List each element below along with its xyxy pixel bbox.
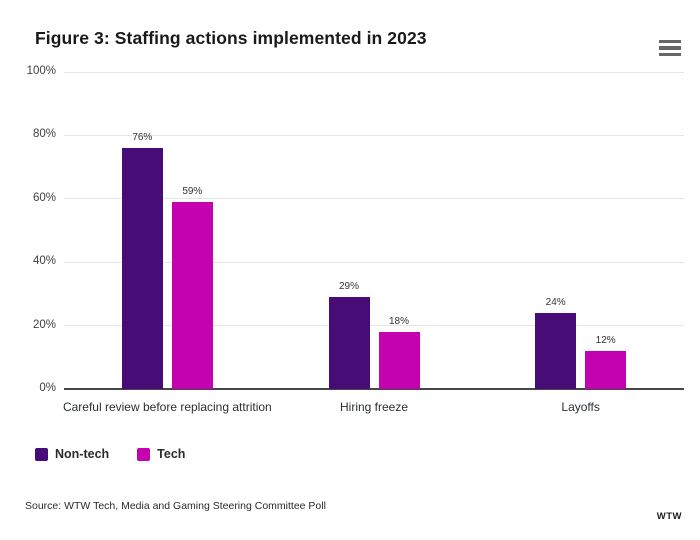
legend-swatch-icon [35, 447, 48, 461]
bar-non-tech[interactable] [121, 148, 163, 389]
gridline-60 [64, 198, 684, 200]
gridline-40 [64, 261, 684, 263]
y-axis-tick-label: 100% [26, 65, 56, 77]
y-axis-tick-label: 80% [32, 128, 56, 141]
wtw-logo: WTW [656, 511, 682, 522]
bar-data-label: 59% [182, 185, 203, 197]
hamburger-bar [659, 40, 681, 44]
x-axis-line [64, 388, 684, 390]
y-axis-tick-label: 0% [39, 382, 56, 394]
y-axis-tick-label: 20% [32, 318, 56, 331]
bar-tech[interactable] [171, 201, 213, 389]
bar-tech[interactable] [378, 331, 420, 389]
x-axis-category-label: Careful review before replacing attritio… [62, 400, 272, 414]
legend-item-non-tech[interactable]: Non-tech [35, 447, 109, 461]
bar-data-label: 29% [338, 281, 359, 293]
bar-data-label: 12% [595, 334, 616, 346]
bar-data-label: 76% [132, 132, 153, 144]
bar-data-label: 18% [388, 315, 409, 327]
bar-non-tech[interactable] [328, 297, 370, 389]
legend: Non-tech Tech [35, 447, 185, 461]
legend-label: Non-tech [55, 447, 110, 461]
x-axis-category-label: Hiring freeze [339, 400, 409, 414]
legend-label: Tech [157, 447, 186, 461]
bar-data-label: 24% [545, 296, 566, 308]
y-axis-tick-label: 40% [32, 255, 56, 268]
gridline-20 [64, 325, 684, 327]
gridline-80 [64, 134, 684, 136]
legend-item-tech[interactable]: Tech [137, 447, 185, 461]
gridline-100 [64, 71, 684, 73]
bar-tech[interactable] [585, 350, 627, 389]
hamburger-menu-icon[interactable] [658, 38, 682, 58]
y-axis-tick-label: 60% [32, 191, 56, 204]
hamburger-bar [659, 46, 681, 50]
source-text: Source: WTW Tech, Media and Gaming Steer… [25, 500, 326, 512]
legend-swatch-icon [137, 447, 151, 461]
x-axis-category-label: Layoffs [561, 400, 600, 414]
chart-title: Figure 3: Staffing actions implemented i… [35, 28, 427, 48]
bar-non-tech[interactable] [535, 312, 577, 389]
hamburger-bar [659, 52, 681, 56]
